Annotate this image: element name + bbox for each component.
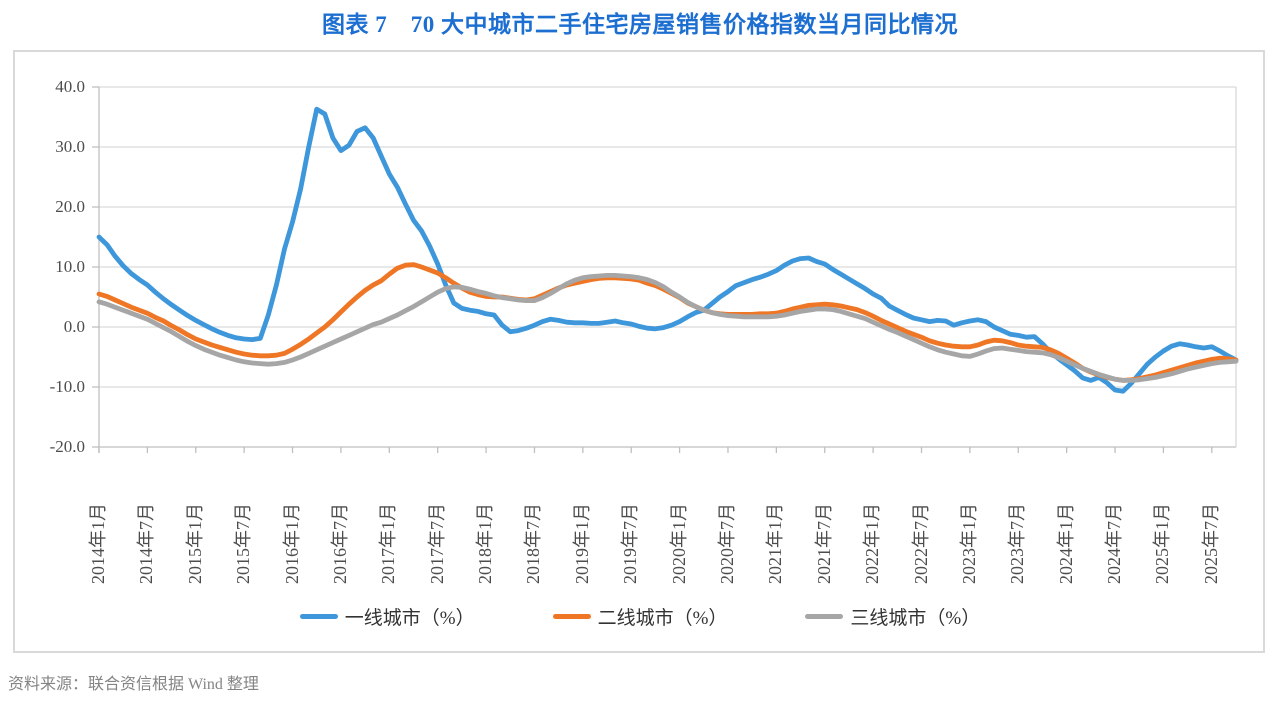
x-axis-tick-label: 2023年7月 xyxy=(1007,503,1028,584)
chart-title: 图表 7 70 大中城市二手住宅房屋销售价格指数当月同比情况 xyxy=(322,12,958,37)
legend-item-3: 三线城市（%） xyxy=(805,603,980,630)
x-axis-tick-label: 2016年1月 xyxy=(281,503,302,584)
legend-label: 二线城市（%） xyxy=(597,608,728,629)
legend-label: 一线城市（%） xyxy=(344,608,475,629)
series-line-1 xyxy=(96,106,1239,394)
x-axis-tick-label: 2022年1月 xyxy=(862,503,883,584)
x-axis-tick-label: 2025年1月 xyxy=(1152,503,1173,584)
x-axis-tick-label: 2020年1月 xyxy=(668,503,689,584)
x-axis-tick-label: 2022年7月 xyxy=(910,503,931,584)
y-axis-tick-label: 10.0 xyxy=(55,257,85,276)
x-axis-tick-label: 2017年1月 xyxy=(378,503,399,584)
y-axis-tick-label: 30.0 xyxy=(55,137,85,156)
x-axis-tick-label: 2019年7月 xyxy=(620,503,641,584)
x-axis-tick-label: 2019年1月 xyxy=(571,503,592,584)
y-axis-tick-label: 40.0 xyxy=(55,77,85,96)
legend-label: 三线城市（%） xyxy=(850,608,981,629)
legend-item-2: 二线城市（%） xyxy=(552,603,728,630)
y-axis-tick-label: 0.0 xyxy=(63,317,85,336)
x-axis-tick-label: 2017年7月 xyxy=(426,503,447,584)
x-axis-tick-label: 2015年7月 xyxy=(233,503,254,584)
x-axis-tick-label: 2018年7月 xyxy=(523,503,544,584)
x-axis-tick-label: 2014年1月 xyxy=(88,503,108,584)
x-axis-tick-label: 2016年7月 xyxy=(329,503,350,584)
x-axis-tick-label: 2021年7月 xyxy=(813,503,834,584)
x-axis-tick-label: 2021年1月 xyxy=(765,503,786,584)
x-axis-tick-label: 2015年1月 xyxy=(184,503,205,584)
x-axis-tick-label: 2023年1月 xyxy=(958,503,979,584)
y-axis-tick-label: -20.0 xyxy=(49,437,85,456)
legend-item-1: 一线城市（%） xyxy=(299,603,475,630)
x-axis-tick-label: 2018年1月 xyxy=(475,503,496,584)
source-note: 资料来源：联合资信根据 Wind 整理 xyxy=(8,676,259,693)
x-axis-tick-label: 2014年7月 xyxy=(136,503,157,584)
legend-line-swatch xyxy=(552,614,591,619)
legend-line-swatch xyxy=(299,614,338,619)
legend-line-swatch xyxy=(805,614,844,619)
y-axis-tick-label: -10.0 xyxy=(49,377,85,396)
series-line-3 xyxy=(96,273,1239,383)
x-axis-tick-label: 2024年7月 xyxy=(1104,503,1125,584)
x-axis-tick-label: 2024年1月 xyxy=(1055,503,1076,584)
x-axis-tick-label: 2020年7月 xyxy=(716,503,737,584)
y-axis-tick-label: 20.0 xyxy=(55,197,85,216)
line-chart xyxy=(92,86,1239,453)
chart-legend: 一线城市（%） 二线城市（%） 三线城市（%） xyxy=(13,603,1267,630)
x-axis-tick-label: 2025年7月 xyxy=(1200,503,1221,584)
